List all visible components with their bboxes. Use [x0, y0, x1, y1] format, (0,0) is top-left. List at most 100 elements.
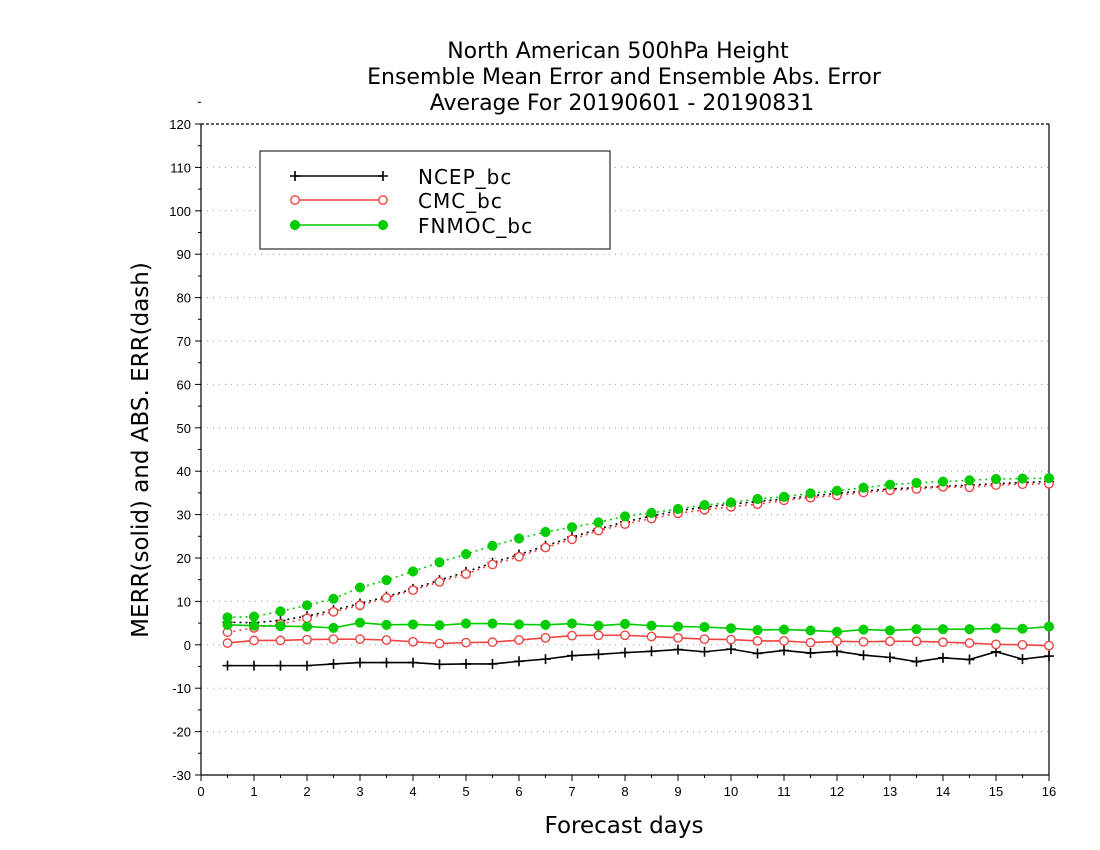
merr-point-fnmoc-bc [275, 621, 286, 632]
abs-err-point-cmc-bc [567, 534, 577, 545]
merr-point-ncep-bc [355, 657, 365, 668]
merr-point-fnmoc-bc [805, 625, 816, 636]
abs-err-point-fnmoc-bc [778, 491, 790, 502]
merr-point-cmc-bc [540, 632, 551, 643]
merr-point-ncep-bc [434, 659, 445, 670]
legend-label-cmc: CMC_bc [418, 189, 503, 213]
merr-point-ncep-bc [1044, 651, 1054, 662]
merr-point-cmc-bc [779, 635, 789, 646]
y-tick-label: 60 [177, 377, 191, 392]
abs-err-point-fnmoc-bc [858, 482, 869, 493]
legend-marker-ncep-bc [378, 171, 388, 181]
abs-err-point-fnmoc-bc [884, 479, 896, 490]
merr-point-ncep-bc [938, 652, 948, 663]
merr-point-cmc-bc [646, 631, 657, 642]
merr-point-ncep-bc [487, 658, 498, 669]
merr-point-cmc-bc [832, 636, 842, 647]
chart-title-line-2: Ensemble Mean Error and Ensemble Abs. Er… [367, 65, 882, 90]
merr-point-cmc-bc [699, 634, 710, 645]
legend-marker-fnmoc-bc [377, 219, 389, 231]
merr-point-fnmoc-bc [381, 619, 392, 630]
y-tick-label: -20 [172, 725, 191, 740]
abs-err-point-cmc-bc [434, 576, 445, 587]
y-tick-label: 110 [170, 160, 191, 175]
abs-err-point-fnmoc-bc [937, 476, 949, 487]
merr-point-fnmoc-bc [566, 618, 578, 629]
merr-point-fnmoc-bc [937, 624, 949, 635]
y-tick-label: 20 [177, 551, 191, 566]
merr-point-fnmoc-bc [778, 624, 790, 635]
y-tick-label: 30 [177, 508, 191, 523]
merr-point-fnmoc-bc [725, 623, 737, 634]
merr-point-cmc-bc [1044, 640, 1054, 651]
merr-point-fnmoc-bc [990, 623, 1002, 634]
abs-err-point-cmc-bc [461, 569, 471, 579]
y-tick-label: 100 [169, 204, 191, 219]
y-axis-label: MERR(solid) and ABS. ERR(dash) [128, 262, 154, 638]
merr-point-ncep-bc [779, 645, 789, 656]
legend-items [289, 171, 389, 231]
merr-point-cmc-bc [938, 637, 948, 648]
merr-point-fnmoc-bc [513, 619, 525, 630]
merr-point-cmc-bc [328, 634, 339, 645]
merr-point-cmc-bc [964, 638, 975, 648]
y-tick-label: 50 [177, 421, 191, 436]
merr-point-ncep-bc [752, 648, 763, 659]
legend-label-ncep: NCEP_bc [418, 165, 512, 189]
abs-err-point-fnmoc-bc [1017, 473, 1028, 484]
x-axis-label: Forecast days [545, 813, 704, 839]
merr-point-ncep-bc [964, 654, 975, 665]
merr-point-fnmoc-bc [646, 620, 657, 631]
abs-err-point-fnmoc-bc [381, 575, 392, 586]
x-tick-label: 7 [568, 784, 575, 799]
merr-point-fnmoc-bc [619, 618, 631, 630]
abs-err-point-fnmoc-bc [328, 593, 339, 604]
chart-title-line-3: Average For 20190601 - 20190831 [430, 91, 815, 116]
x-tick-label: 16 [1042, 784, 1056, 799]
merr-point-ncep-bc [249, 660, 259, 671]
merr-point-fnmoc-bc [1017, 623, 1028, 634]
merr-point-ncep-bc [567, 650, 577, 661]
merr-point-ncep-bc [726, 644, 736, 655]
merr-point-cmc-bc [805, 637, 816, 648]
merr-point-cmc-bc [567, 630, 577, 641]
merr-point-ncep-bc [805, 648, 816, 659]
x-tick-label: 12 [830, 784, 844, 799]
merr-point-ncep-bc [540, 654, 551, 665]
x-tick-label: 0 [197, 784, 204, 799]
merr-point-cmc-bc [222, 638, 233, 648]
abs-err-point-cmc-bc [514, 551, 524, 562]
x-tick-label: 2 [303, 784, 310, 799]
merr-point-cmc-bc [355, 634, 365, 645]
merr-point-cmc-bc [514, 635, 524, 645]
merr-point-ncep-bc [514, 656, 524, 667]
abs-err-point-cmc-bc [408, 585, 418, 596]
merr-point-fnmoc-bc [884, 625, 896, 636]
abs-err-point-fnmoc-bc [407, 566, 419, 577]
x-tick-label: 5 [462, 784, 469, 799]
abs-err-point-cmc-bc [328, 606, 339, 617]
merr-point-fnmoc-bc [1043, 621, 1055, 632]
merr-point-ncep-bc [275, 660, 286, 671]
merr-point-fnmoc-bc [699, 621, 710, 633]
series-lines [222, 473, 1055, 671]
merr-point-cmc-bc [381, 635, 392, 645]
abs-err-point-fnmoc-bc [619, 511, 631, 522]
legend-label-fnmoc: FNMOC_bc [418, 214, 533, 238]
merr-point-cmc-bc [434, 638, 445, 649]
merr-point-ncep-bc [885, 652, 895, 663]
merr-point-cmc-bc [858, 636, 869, 647]
merr-point-fnmoc-bc [460, 618, 472, 629]
merr-point-ncep-bc [911, 656, 922, 667]
x-tick-label: 4 [409, 784, 416, 799]
merr-point-fnmoc-bc [752, 624, 763, 636]
abs-err-point-fnmoc-bc [301, 600, 313, 611]
abs-err-point-fnmoc-bc [699, 500, 710, 511]
y-tick-label: 80 [177, 291, 191, 306]
merr-point-fnmoc-bc [858, 624, 869, 635]
y-tick-label: 90 [177, 247, 191, 262]
merr-point-ncep-bc [858, 650, 869, 661]
